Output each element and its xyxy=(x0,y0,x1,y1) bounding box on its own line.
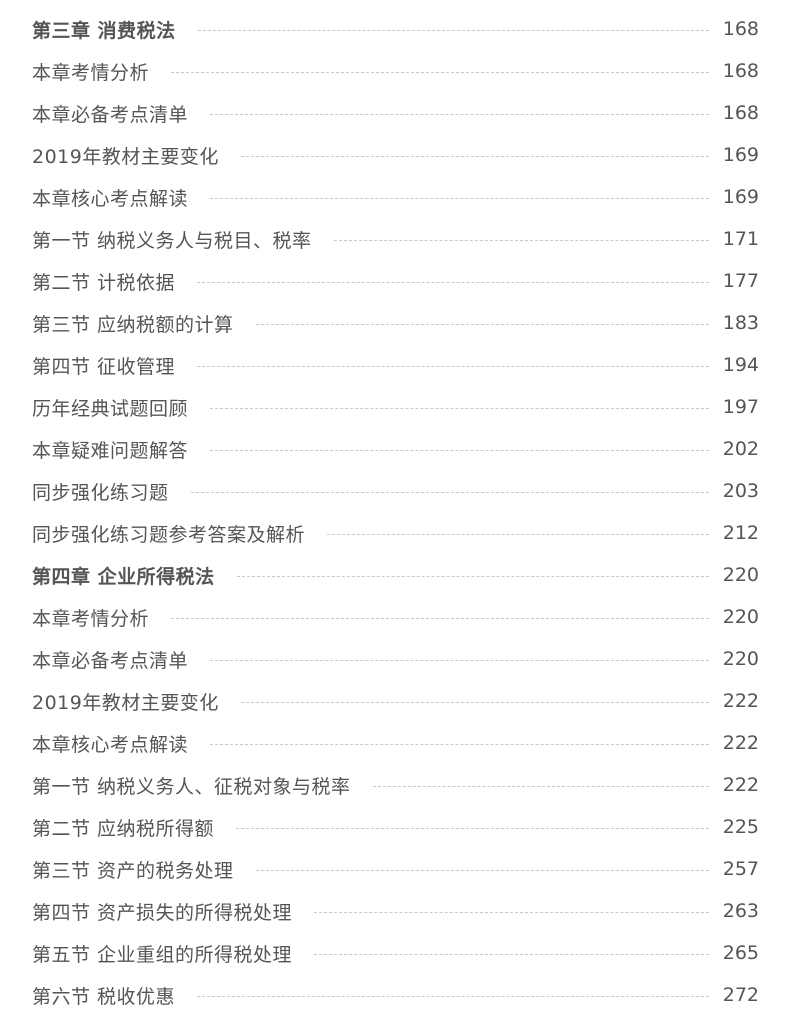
entry-page-number: 169 xyxy=(722,186,759,208)
entry-title: 第三节 应纳税额的计算 xyxy=(32,313,234,336)
entry-title: 第一节 纳税义务人与税目、税率 xyxy=(32,229,312,252)
entry-title: 第三节 资产的税务处理 xyxy=(32,859,234,882)
entry-page-number: 220 xyxy=(722,606,759,628)
entry-page-number: 265 xyxy=(722,942,759,964)
toc-entry: 同步强化练习题 203 xyxy=(32,470,759,512)
entry-page-number: 222 xyxy=(722,690,759,712)
entry-page-number: 183 xyxy=(722,312,759,334)
dotted-leader xyxy=(210,113,709,115)
entry-title: 第二节 计税依据 xyxy=(32,271,176,294)
entry-title: 历年经典试题回顾 xyxy=(32,397,189,420)
dotted-leader xyxy=(240,701,709,703)
dotted-leader xyxy=(236,827,709,829)
entry-title: 本章考情分析 xyxy=(32,607,150,630)
dotted-leader xyxy=(197,281,709,283)
entry-title: 第五节 企业重组的所得税处理 xyxy=(32,943,293,966)
entry-title: 第六节 税收优惠 xyxy=(32,985,176,1008)
entry-page-number: 257 xyxy=(722,858,759,880)
toc-entry: 本章必备考点清单 220 xyxy=(32,638,759,680)
toc-entry: 2019年教材主要变化 169 xyxy=(32,134,759,176)
toc-entry: 第四节 征收管理 194 xyxy=(32,344,759,386)
entry-title: 本章核心考点解读 xyxy=(32,733,189,756)
toc-entry: 第一节 纳税义务人、征税对象与税率 222 xyxy=(32,764,759,806)
dotted-leader xyxy=(190,491,709,493)
entry-page-number: 194 xyxy=(722,354,759,376)
entry-page-number: 197 xyxy=(722,396,759,418)
entry-title: 本章考情分析 xyxy=(32,61,150,84)
entry-title: 本章核心考点解读 xyxy=(32,187,189,210)
dotted-leader xyxy=(314,911,709,913)
entry-title: 同步强化练习题 xyxy=(32,481,169,504)
toc-entry: 第二节 计税依据 177 xyxy=(32,260,759,302)
dotted-leader xyxy=(171,617,709,619)
entry-page-number: 168 xyxy=(722,60,759,82)
dotted-leader xyxy=(210,743,709,745)
dotted-leader xyxy=(210,407,709,409)
entry-title: 第三章 消费税法 xyxy=(32,19,176,42)
entry-page-number: 169 xyxy=(722,144,759,166)
entry-title: 第二节 应纳税所得额 xyxy=(32,817,215,840)
entry-title: 同步强化练习题参考答案及解析 xyxy=(32,523,306,546)
toc-entry: 本章核心考点解读 222 xyxy=(32,722,759,764)
dotted-leader xyxy=(333,239,709,241)
dotted-leader xyxy=(314,953,709,955)
entry-page-number: 212 xyxy=(722,522,759,544)
dotted-leader xyxy=(210,659,709,661)
entry-page-number: 177 xyxy=(722,270,759,292)
toc-entry: 本章考情分析 220 xyxy=(32,596,759,638)
toc-entry: 第三节 应纳税额的计算 183 xyxy=(32,302,759,344)
entry-title: 第四节 征收管理 xyxy=(32,355,176,378)
dotted-leader xyxy=(210,449,709,451)
toc-entry: 本章核心考点解读 169 xyxy=(32,176,759,218)
toc-entry: 2019年教材主要变化 222 xyxy=(32,680,759,722)
dotted-leader xyxy=(255,323,709,325)
toc-entry: 同步强化练习题参考答案及解析 212 xyxy=(32,512,759,554)
dotted-leader xyxy=(240,155,709,157)
entry-title: 2019年教材主要变化 xyxy=(32,691,219,714)
toc-entry: 第二节 应纳税所得额 225 xyxy=(32,806,759,848)
toc-chapter-entry: 第三章 消费税法 168 xyxy=(32,8,759,50)
entry-title: 本章疑难问题解答 xyxy=(32,439,189,462)
entry-page-number: 222 xyxy=(722,732,759,754)
toc-entry: 第五节 企业重组的所得税处理 265 xyxy=(32,932,759,974)
entry-title: 第四节 资产损失的所得税处理 xyxy=(32,901,293,924)
entry-page-number: 168 xyxy=(722,18,759,40)
entry-page-number: 168 xyxy=(722,102,759,124)
dotted-leader xyxy=(197,29,709,31)
entry-page-number: 222 xyxy=(722,774,759,796)
toc-entry: 历年经典试题回顾 197 xyxy=(32,386,759,428)
toc-entry: 本章疑难问题解答 202 xyxy=(32,428,759,470)
dotted-leader xyxy=(197,995,709,997)
entry-title: 本章必备考点清单 xyxy=(32,103,189,126)
entry-page-number: 263 xyxy=(722,900,759,922)
entry-page-number: 220 xyxy=(722,648,759,670)
entry-title: 第四章 企业所得税法 xyxy=(32,565,215,588)
entry-page-number: 225 xyxy=(722,816,759,838)
toc-entry: 第三节 资产的税务处理 257 xyxy=(32,848,759,890)
dotted-leader xyxy=(327,533,709,535)
dotted-leader xyxy=(255,869,709,871)
toc-entry: 第一节 纳税义务人与税目、税率 171 xyxy=(32,218,759,260)
toc-entry: 本章考情分析 168 xyxy=(32,50,759,92)
toc-chapter-entry: 第四章 企业所得税法 220 xyxy=(32,554,759,596)
entry-page-number: 220 xyxy=(722,564,759,586)
entry-title: 2019年教材主要变化 xyxy=(32,145,219,168)
table-of-contents: 第三章 消费税法 168 本章考情分析 168 本章必备考点清单 168 2019年教材主要… xyxy=(32,8,759,1016)
dotted-leader xyxy=(171,71,709,73)
entry-title: 第一节 纳税义务人、征税对象与税率 xyxy=(32,775,351,798)
entry-page-number: 171 xyxy=(722,228,759,250)
dotted-leader xyxy=(236,575,709,577)
entry-page-number: 203 xyxy=(722,480,759,502)
toc-entry: 本章必备考点清单 168 xyxy=(32,92,759,134)
dotted-leader xyxy=(372,785,709,787)
entry-page-number: 202 xyxy=(722,438,759,460)
toc-entry: 第六节 税收优惠 272 xyxy=(32,974,759,1016)
toc-entry: 第四节 资产损失的所得税处理 263 xyxy=(32,890,759,932)
entry-page-number: 272 xyxy=(722,984,759,1006)
dotted-leader xyxy=(197,365,709,367)
dotted-leader xyxy=(210,197,709,199)
entry-title: 本章必备考点清单 xyxy=(32,649,189,672)
